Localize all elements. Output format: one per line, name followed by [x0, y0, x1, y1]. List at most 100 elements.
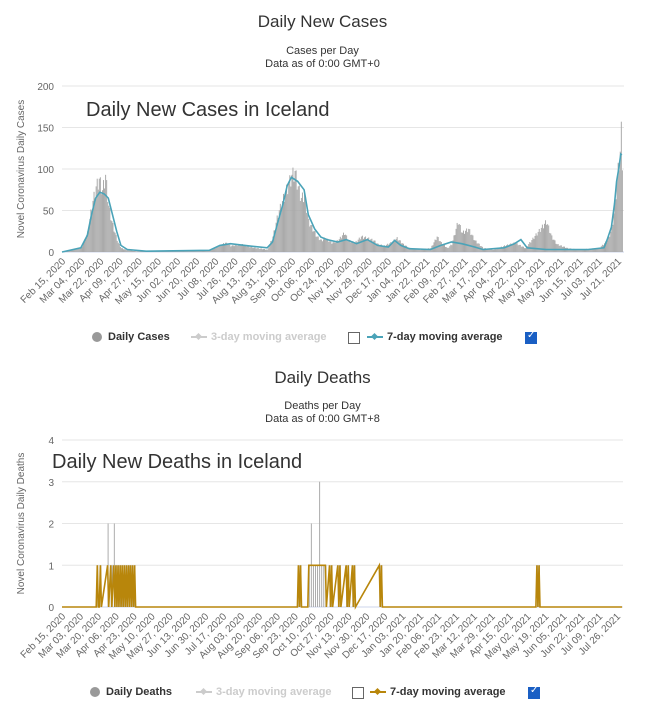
bar — [199, 250, 201, 252]
legend-7day-average[interactable]: 7-day moving average — [367, 331, 503, 343]
bar — [546, 224, 548, 252]
bar — [290, 186, 292, 252]
bar — [540, 227, 542, 252]
bar — [392, 241, 394, 252]
bar — [358, 237, 360, 252]
bar — [348, 240, 350, 252]
bar — [613, 213, 615, 252]
bar — [351, 241, 353, 252]
bar — [119, 247, 121, 252]
bar — [219, 244, 221, 252]
legend-daily-deaths[interactable]: Daily Deaths — [90, 686, 172, 698]
bar — [346, 235, 348, 252]
bar — [557, 244, 559, 252]
bar — [194, 250, 196, 252]
bar — [258, 248, 260, 252]
bar — [598, 247, 600, 252]
bar — [594, 248, 596, 252]
bar — [375, 243, 377, 252]
bar — [279, 203, 281, 252]
bar — [276, 215, 278, 252]
y-tick-label: 200 — [37, 82, 54, 93]
bar — [450, 244, 452, 252]
bar — [386, 244, 388, 252]
cases-chart: Daily New Cases Cases per Day Data as of… — [0, 0, 645, 360]
bar — [74, 249, 76, 252]
bar — [537, 231, 539, 252]
bar — [574, 249, 576, 252]
bar — [612, 224, 614, 252]
bar — [132, 250, 134, 252]
bar — [286, 184, 288, 252]
bar — [345, 234, 347, 252]
bar — [449, 246, 451, 252]
bar — [474, 240, 476, 252]
bar — [382, 245, 384, 252]
bar — [437, 237, 439, 252]
bar — [136, 251, 138, 252]
bar — [369, 240, 371, 252]
bar — [618, 170, 620, 252]
chart-subtitle-date: Data as of 0:00 GMT+8 — [265, 413, 380, 425]
bar — [521, 246, 523, 252]
y-tick-label: 0 — [48, 603, 54, 614]
bar — [589, 248, 591, 252]
bar — [281, 201, 283, 252]
bar — [295, 170, 297, 252]
bar — [179, 251, 181, 252]
bar — [315, 565, 316, 607]
bar — [330, 241, 332, 252]
bar — [303, 202, 304, 252]
legend-daily-cases[interactable]: Daily Cases — [92, 331, 170, 343]
bar — [469, 229, 471, 252]
bar — [297, 186, 299, 252]
bar — [225, 242, 227, 252]
bar — [588, 248, 590, 252]
bar — [444, 244, 445, 252]
bar — [579, 249, 581, 252]
bar — [582, 249, 584, 252]
bar — [334, 242, 336, 252]
bar — [436, 236, 438, 252]
bar — [361, 235, 363, 252]
bar — [311, 225, 313, 252]
bar — [246, 246, 248, 252]
bar — [203, 250, 204, 252]
legend-3day-average[interactable]: 3-day moving average — [196, 686, 332, 698]
bar — [575, 249, 577, 252]
legend-3day-average[interactable]: 3-day moving average — [191, 331, 327, 343]
bar — [501, 247, 503, 252]
bar — [550, 233, 552, 252]
ma3-checkbox[interactable] — [352, 687, 364, 699]
bar — [268, 247, 270, 252]
ma7-checkbox[interactable] — [528, 685, 540, 699]
bar — [263, 249, 264, 252]
bar — [535, 233, 537, 252]
bar — [522, 246, 524, 252]
line-marker-icon — [196, 687, 212, 697]
bar — [337, 241, 339, 252]
bar — [130, 250, 132, 252]
bar — [84, 239, 86, 252]
bar — [368, 237, 370, 252]
bar — [587, 249, 589, 252]
cases-plot: 0 50 100 150 200 Novel Coronavirus Daily Case… — [16, 82, 624, 307]
bar — [137, 251, 139, 252]
bar — [72, 250, 74, 252]
bar — [275, 222, 277, 252]
legend-7day-average[interactable]: 7-day moving average — [370, 686, 506, 698]
y-tick-label: 4 — [48, 436, 54, 447]
ma3-checkbox[interactable] — [348, 332, 360, 344]
chart-title: Daily Deaths — [274, 368, 371, 387]
bar — [539, 231, 541, 252]
bar — [107, 523, 109, 607]
bar — [135, 251, 137, 252]
bar — [190, 250, 192, 252]
bar — [407, 247, 409, 252]
bar — [412, 248, 414, 252]
bar — [389, 243, 391, 252]
ma7-checkbox[interactable] — [525, 330, 537, 344]
bar — [401, 243, 403, 252]
bar — [266, 249, 268, 252]
